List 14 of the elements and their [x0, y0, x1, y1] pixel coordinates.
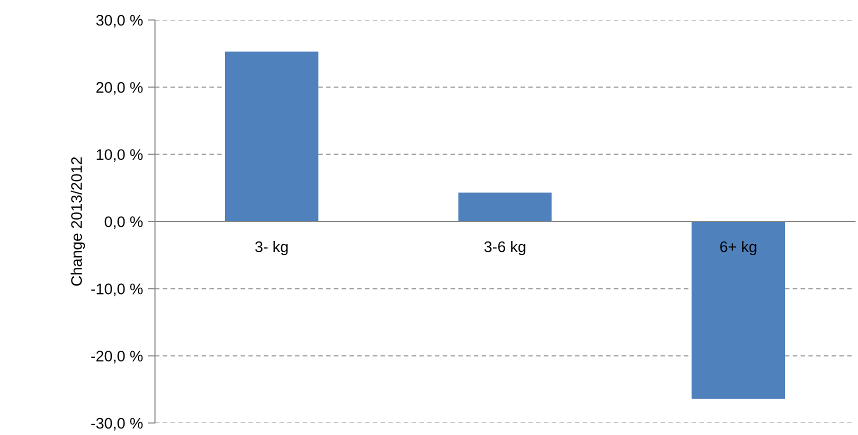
y-tick-label: 20,0 % — [96, 82, 143, 95]
y-tick-label: -20,0 % — [91, 350, 143, 364]
y-axis-title: Change 2013/2012 — [70, 157, 85, 286]
x-tick-label: 6+ kg — [720, 240, 756, 256]
y-tick-label: 30,0 % — [96, 14, 143, 28]
y-tick-label: -10,0 % — [91, 284, 143, 296]
x-tick-label: 3- kg — [255, 240, 288, 256]
bar — [692, 222, 785, 399]
x-tick-label: 3-6 kg — [484, 240, 526, 256]
bar — [458, 192, 552, 222]
y-tick-label: -30,0 % — [91, 418, 143, 430]
bar — [225, 52, 318, 222]
y-tick-label: 10,0 % — [96, 149, 143, 162]
y-tick-label: 0,0 % — [104, 216, 143, 229]
